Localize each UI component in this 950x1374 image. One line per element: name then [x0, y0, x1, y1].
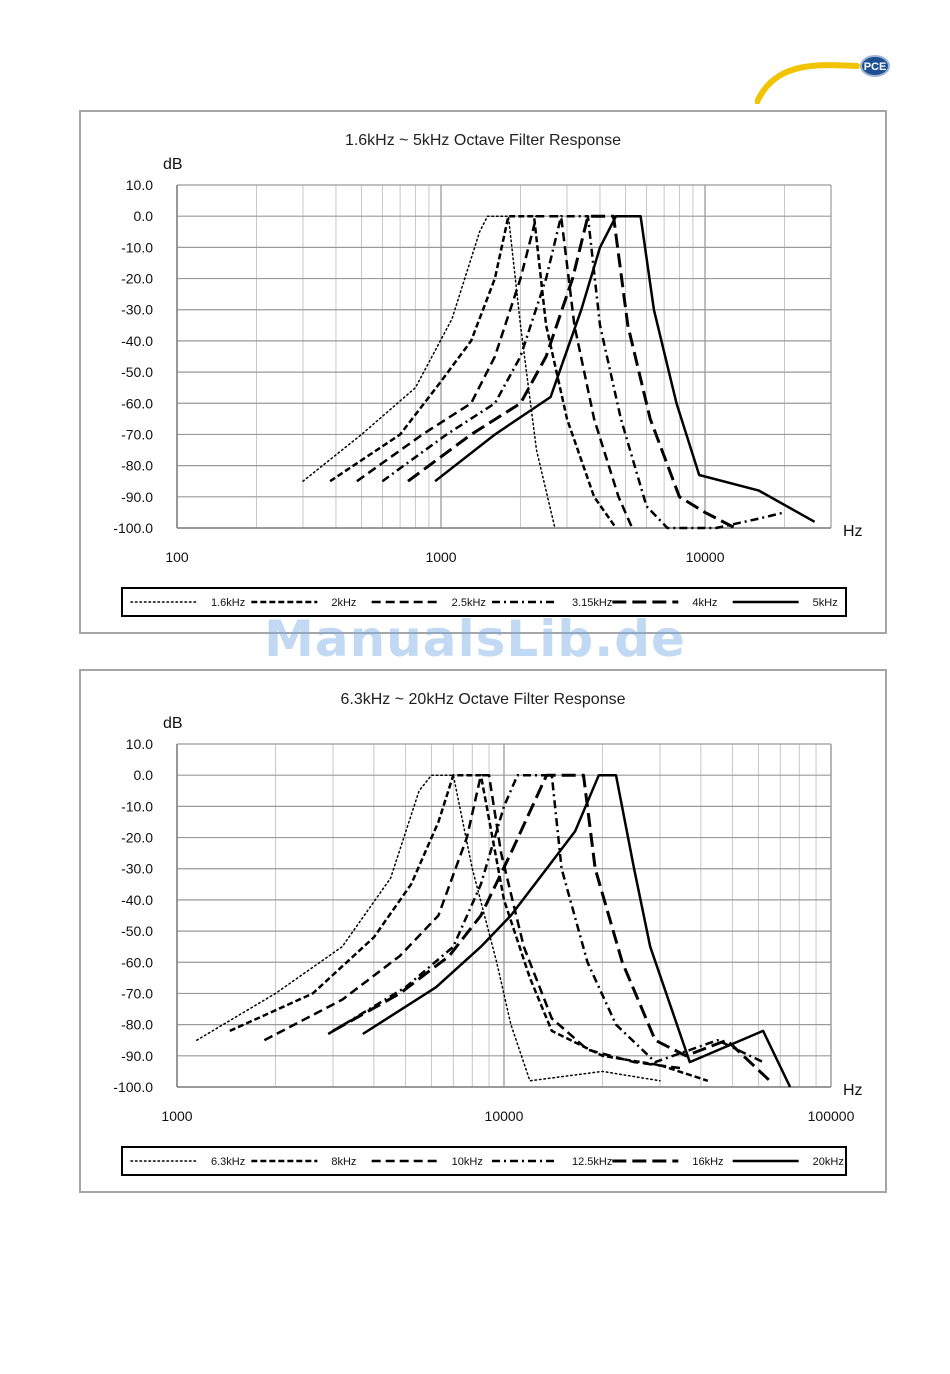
y-tick-label: -80.0 [121, 458, 153, 474]
legend-label: 2kHz [331, 597, 356, 609]
x-tick-label: 1000 [425, 549, 456, 565]
y-tick-label: -70.0 [121, 985, 153, 1001]
pce-logo: PCE [755, 55, 890, 104]
y-tick-label: 10.0 [126, 736, 153, 752]
legend-label: 16kHz [692, 1156, 723, 1168]
chart-title: 1.6kHz ~ 5kHz Octave Filter Response [344, 132, 622, 149]
chart-legend: 6.3kHz 8kHz 10kHz 12.5kHz 16kHz 20kHz [121, 1146, 847, 1176]
grid [176, 743, 832, 1088]
y-tick-label: 0.0 [134, 208, 154, 224]
chart-panel-1: 1.6kHz ~ 5kHz Octave Filter Response 10.… [79, 110, 887, 634]
series-line-12-5kHz [327, 773, 764, 1064]
series-line-1-6kHz [302, 215, 556, 529]
series-line-4kHz [407, 214, 736, 530]
svg-text:PCE: PCE [864, 61, 887, 73]
y-tick-label: -60.0 [121, 954, 153, 970]
legend-label: 5kHz [813, 597, 838, 609]
y-tick-label: -40.0 [121, 892, 153, 908]
y-tick-label: -100.0 [113, 1079, 153, 1095]
series-line-5kHz [434, 214, 816, 523]
y-tick-label: -50.0 [121, 923, 153, 939]
y-axis-label: dB [163, 715, 183, 732]
series-line-10kHz [263, 773, 683, 1070]
y-tick-label: -90.0 [121, 489, 153, 505]
x-tick-label: 10000 [686, 549, 725, 565]
legend-label: 12.5kHz [572, 1156, 612, 1168]
y-tick-label: -70.0 [121, 426, 153, 442]
y-tick-label: -90.0 [121, 1048, 153, 1064]
chart-plot: 10.0 0.0 -10.0 -20.0 -30.0 -40.0 -50.0 -60.0 -70… [113, 156, 863, 565]
y-tick-label: -10.0 [121, 239, 153, 255]
y-tick-label: -40.0 [121, 333, 153, 349]
y-tick-label: -30.0 [121, 302, 153, 318]
watermark: ManualsLib.de [264, 610, 686, 668]
chart-title: 6.3kHz ~ 20kHz Octave Filter Response [340, 691, 626, 708]
y-tick-label: 10.0 [126, 177, 153, 193]
chart-panel-2: 6.3kHz ~ 20kHz Octave Filter Response 10… [79, 669, 887, 1193]
series-line-20kHz [362, 773, 792, 1088]
legend-label: 4kHz [692, 597, 717, 609]
y-tick-label: -10.0 [121, 798, 153, 814]
legend-label: 3.15kHz [572, 597, 612, 609]
legend-label: 20kHz [813, 1156, 844, 1168]
legend-label: 10kHz [452, 1156, 483, 1168]
series-line-16kHz [332, 773, 771, 1082]
series-line-2-5kHz [356, 214, 634, 529]
y-tick-label: -50.0 [121, 364, 153, 380]
y-tick-label: -30.0 [121, 861, 153, 877]
x-tick-label: 1000 [161, 1108, 192, 1124]
legend-label: 8kHz [331, 1156, 356, 1168]
legend-label: 2.5kHz [452, 597, 486, 609]
y-axis-label: dB [163, 156, 183, 173]
x-tick-label: 100000 [808, 1108, 855, 1124]
y-tick-label: -20.0 [121, 271, 153, 287]
x-axis-label: Hz [843, 523, 863, 540]
y-tick-label: -20.0 [121, 830, 153, 846]
y-tick-label: -100.0 [113, 520, 153, 536]
x-tick-label: 10000 [485, 1108, 524, 1124]
y-tick-label: 0.0 [134, 767, 154, 783]
x-axis-label: Hz [843, 1082, 863, 1099]
y-tick-label: -80.0 [121, 1017, 153, 1033]
legend-label: 6.3kHz [211, 1156, 245, 1168]
x-tick-label: 100 [165, 549, 189, 565]
series-line-6-3kHz [196, 774, 661, 1082]
y-tick-label: -60.0 [121, 395, 153, 411]
legend-label: 1.6kHz [211, 597, 245, 609]
chart-legend: 1.6kHz 2kHz 2.5kHz 3.15kHz 4kHz 5kHz [121, 587, 847, 617]
series-line-8kHz [229, 773, 709, 1082]
chart-plot: 10.0 0.0 -10.0 -20.0 -30.0 -40.0 -50.0 -60.0 -70… [113, 715, 863, 1124]
series-line-2kHz [329, 214, 618, 529]
